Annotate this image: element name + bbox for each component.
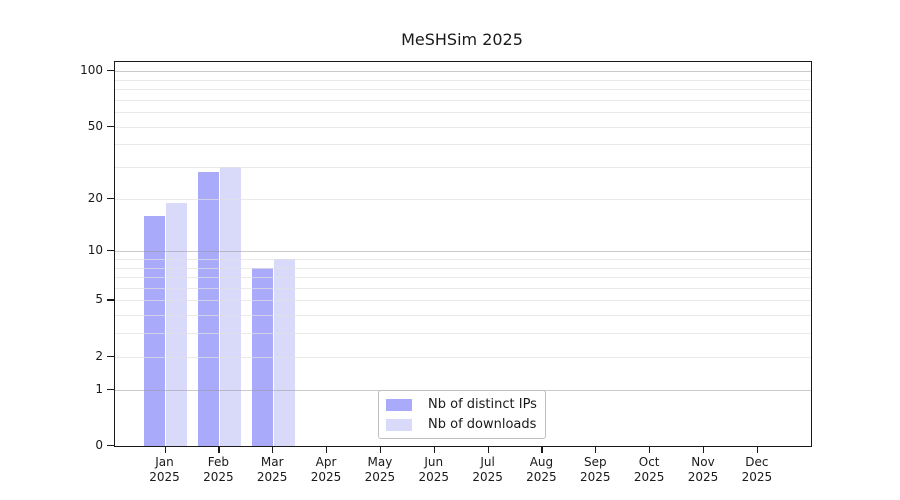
bar-ips-feb (197, 172, 219, 446)
bar-ips-mar (251, 267, 273, 446)
x-tick (487, 446, 489, 453)
legend-row: Nb of distinct IPs (386, 397, 537, 412)
gridline-minor (115, 112, 811, 114)
y-tick-label: 10 (87, 243, 103, 258)
x-tick-year: 2025 (203, 470, 234, 484)
x-tick-year: 2025 (741, 470, 773, 484)
legend: Nb of distinct IPs Nb of downloads (378, 390, 546, 439)
y-tick-label: 20 (87, 190, 103, 205)
y-tick-label: 2 (95, 348, 103, 363)
y-tick (107, 70, 114, 72)
legend-label: Nb of downloads (428, 417, 537, 432)
y-tick (107, 125, 114, 127)
x-tick-month: Dec (745, 455, 769, 469)
x-tick (218, 446, 220, 453)
x-tick-month: Jan (155, 455, 174, 469)
x-tick-label: Apr 2025 (295, 455, 357, 485)
x-tick-month: Mar (260, 455, 284, 469)
x-tick (541, 446, 543, 453)
x-tick-label: Dec 2025 (726, 455, 788, 485)
x-tick-month: Oct (638, 455, 660, 469)
x-tick-label: Jul 2025 (457, 455, 519, 485)
x-tick-label: Nov 2025 (672, 455, 734, 485)
y-tick (107, 355, 114, 357)
x-tick-year: 2025 (633, 470, 665, 484)
x-tick-month: May (367, 455, 393, 469)
x-tick (756, 446, 759, 453)
y-tick-label: 1 (95, 381, 103, 396)
y-tick (107, 197, 114, 199)
bar-downloads-mar (274, 258, 296, 446)
x-tick-month: Apr (315, 455, 337, 469)
x-tick-label: Jun 2025 (403, 455, 465, 485)
x-tick (379, 446, 382, 453)
x-tick-label: May 2025 (349, 455, 411, 485)
x-tick (703, 446, 705, 453)
x-tick-year: 2025 (687, 470, 719, 484)
gridline-minor (115, 89, 811, 91)
x-tick-label: Oct 2025 (618, 455, 680, 485)
x-tick (272, 446, 274, 453)
gridline-minor (115, 99, 811, 101)
x-tick-year: 2025 (256, 470, 288, 484)
y-tick-label: 50 (87, 118, 103, 133)
y-tick-label: 0 (95, 438, 103, 452)
legend-label: Nb of distinct IPs (428, 397, 537, 412)
x-tick-month: Jun (424, 455, 444, 469)
x-tick-year: 2025 (526, 470, 557, 484)
gridline-major (115, 71, 811, 73)
y-tick (107, 299, 114, 301)
y-tick-label: 100 (80, 63, 103, 78)
y-tick-label: 5 (95, 292, 103, 307)
bar-downloads-jan (166, 202, 188, 446)
x-tick (595, 446, 597, 453)
x-tick-month: Feb (207, 455, 229, 469)
x-tick-year: 2025 (418, 470, 450, 484)
x-tick-year: 2025 (472, 470, 503, 484)
gridline-minor (115, 126, 811, 128)
x-tick-month: Sep (583, 455, 607, 469)
x-tick-year: 2025 (364, 470, 396, 484)
x-tick-label: Sep 2025 (564, 455, 626, 485)
x-tick-month: Nov (691, 455, 715, 469)
x-tick (433, 446, 435, 453)
x-tick (164, 446, 166, 453)
legend-swatch (386, 398, 412, 411)
legend-swatch (386, 418, 412, 431)
x-tick-label: Feb 2025 (187, 455, 249, 485)
x-tick-label: Jan 2025 (134, 455, 196, 485)
gridline-minor (115, 79, 811, 81)
bar-downloads-feb (220, 167, 242, 446)
bar-ips-jan (143, 215, 165, 446)
y-tick (107, 250, 114, 252)
chart-title: MeSHSim 2025 (401, 30, 523, 49)
gridline-minor (115, 144, 811, 146)
x-tick-month: Jul (480, 455, 495, 469)
x-tick-year: 2025 (580, 470, 611, 484)
legend-row: Nb of downloads (386, 417, 537, 432)
x-tick (326, 446, 328, 453)
x-tick-year: 2025 (149, 470, 180, 484)
x-tick-label: Aug 2025 (510, 455, 572, 485)
y-tick (107, 388, 114, 390)
x-tick-label: Mar 2025 (241, 455, 303, 485)
x-tick (649, 446, 651, 453)
x-tick-year: 2025 (310, 470, 342, 484)
y-tick (107, 445, 114, 447)
plot-area (114, 61, 812, 447)
x-tick-month: Aug (529, 455, 554, 469)
